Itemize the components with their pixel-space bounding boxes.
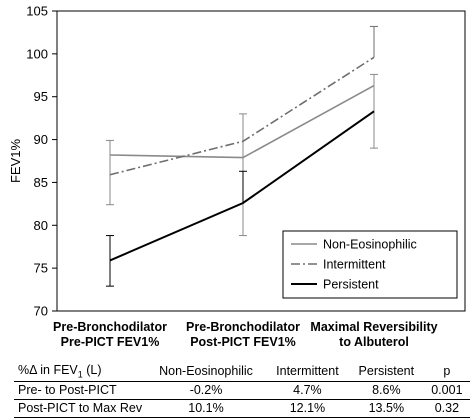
y-tick-label: 95 xyxy=(34,89,48,104)
table-cell: Pre- to Post-PICT xyxy=(14,381,147,400)
y-tick-label: 105 xyxy=(26,4,48,19)
fev1-line-chart: 70 75 80 85 90 95 100 105 FEV1% Pre-Bronchodilato… xyxy=(8,4,466,349)
chart-axes: 70 75 80 85 90 95 100 105 FEV1% Pre-Bronchodilato… xyxy=(8,4,466,349)
percent-change-table: %Δ in FEV1 (L) Non-Eosinophilic Intermit… xyxy=(14,362,470,418)
non-eosinophilic-series-line xyxy=(109,84,375,159)
y-tick-label: 85 xyxy=(34,175,48,190)
legend-label: Non-Eosinophilic xyxy=(323,238,417,252)
legend-label: Intermittent xyxy=(323,258,386,272)
table-cell: 13.5% xyxy=(348,399,424,418)
x-category-label-line: Post-PICT FEV1% xyxy=(190,335,296,349)
y-axis-title: FEV1% xyxy=(8,139,23,184)
table-cell: 0.32 xyxy=(423,399,470,418)
table-header-non-eosinophilic: Non-Eosinophilic xyxy=(146,362,266,382)
legend-label: Persistent xyxy=(323,278,379,292)
table-cell: 8.6% xyxy=(348,381,424,400)
x-category-label: Pre-Bronchodilator Pre-PICT FEV1% xyxy=(53,320,167,349)
x-category-label: Maximal Reversibility to Albuterol xyxy=(310,320,437,349)
chart-series xyxy=(106,25,378,287)
intermittent-series-line xyxy=(109,56,375,176)
table-cell: 12.1% xyxy=(265,399,349,418)
x-category-label-line: Pre-Bronchodilator xyxy=(186,320,300,334)
chart-legend: Non-Eosinophilic Intermittent Persistent xyxy=(282,230,458,299)
table-cell: -0.2% xyxy=(146,381,266,400)
y-tick-label: 80 xyxy=(34,218,48,233)
table-row: Pre- to Post-PICT -0.2% 4.7% 8.6% 0.001 xyxy=(14,381,470,400)
table-cell: 0.001 xyxy=(423,381,470,400)
y-tick-label: 75 xyxy=(34,261,48,276)
table-header-intermittent: Intermittent xyxy=(265,362,349,382)
x-category-label-line: Pre-PICT FEV1% xyxy=(61,335,160,349)
persistent-series-line xyxy=(109,110,375,262)
table-header-persistent: Persistent xyxy=(348,362,424,382)
table-header-p: p xyxy=(423,362,470,382)
table-cell: Post-PICT to Max Rev xyxy=(14,399,147,418)
x-category-label-line: Pre-Bronchodilator xyxy=(53,320,167,334)
x-category-label: Pre-Bronchodilator Post-PICT FEV1% xyxy=(186,320,300,349)
x-category-label-line: to Albuterol xyxy=(339,335,409,349)
x-category-label-line: Maximal Reversibility xyxy=(310,320,437,334)
y-tick-label: 70 xyxy=(34,304,48,319)
table-cell: 4.7% xyxy=(265,381,349,400)
y-tick-label: 90 xyxy=(34,132,48,147)
plot-frame xyxy=(56,10,466,312)
table-header-row: %Δ in FEV1 (L) Non-Eosinophilic Intermit… xyxy=(14,362,470,382)
table-cell: 10.1% xyxy=(146,399,266,418)
table-row: Post-PICT to Max Rev 10.1% 12.1% 13.5% 0… xyxy=(14,399,470,418)
y-tick-label: 100 xyxy=(26,46,48,61)
table-header-label: %Δ in FEV1 (L) xyxy=(14,362,147,382)
